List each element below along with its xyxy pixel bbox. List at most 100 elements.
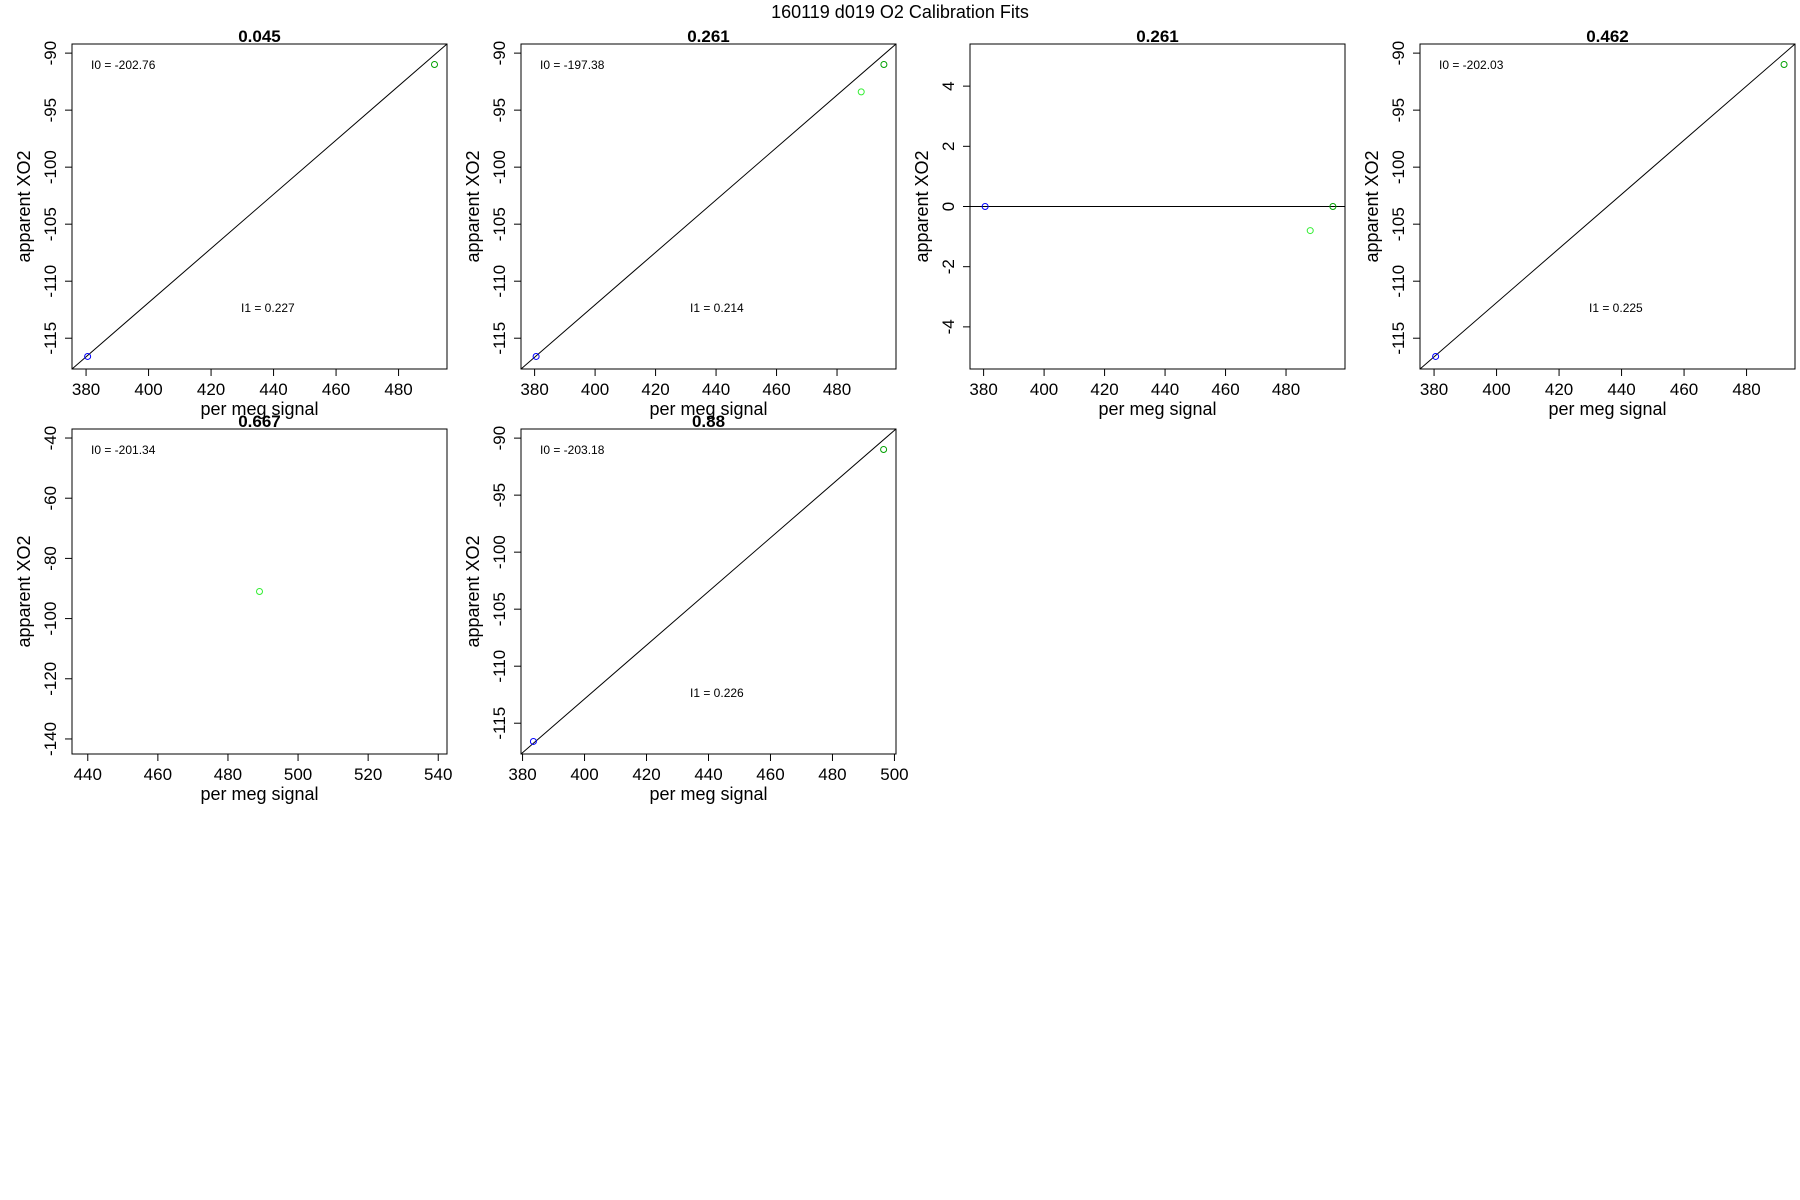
y-axis-title: apparent XO2	[463, 150, 483, 262]
panel-title: 0.261	[687, 27, 730, 46]
y-tick-label: -95	[41, 98, 60, 123]
y-tick-label: -40	[41, 426, 60, 451]
y-tick-label: -105	[41, 207, 60, 241]
panel-title: 0.261	[1136, 27, 1179, 46]
y-axis-title: apparent XO2	[14, 150, 34, 262]
panel-title: 0.045	[238, 27, 281, 46]
x-tick-label: 460	[1211, 380, 1239, 399]
figure-title: 160119 d019 O2 Calibration Fits	[771, 2, 1029, 22]
y-tick-label: -115	[1389, 322, 1408, 355]
x-tick-label: 440	[694, 765, 722, 784]
data-point	[256, 588, 263, 595]
y-tick-label: -110	[490, 265, 509, 298]
data-point	[857, 88, 865, 96]
data-point	[1329, 203, 1337, 210]
y-tick-label: -115	[41, 322, 60, 355]
x-tick-label: 480	[818, 765, 846, 784]
y-tick-label: -100	[490, 535, 509, 569]
fit-line	[1420, 44, 1795, 369]
x-axis-title: per meg signal	[200, 399, 318, 419]
plot-frame	[71, 428, 448, 755]
x-axis-title: per meg signal	[200, 784, 318, 804]
panel-5: 0.667 440 460 480 500 520 540 per meg signal -40…	[14, 412, 452, 804]
y-tick-label: -110	[41, 265, 60, 298]
data-point	[1306, 227, 1314, 235]
fit-line	[72, 44, 447, 369]
x-tick-label: 380	[969, 380, 997, 399]
fit-line	[521, 44, 896, 369]
y-tick-label: -105	[490, 592, 509, 626]
data-point	[431, 61, 438, 69]
x-tick-label: 460	[322, 380, 350, 399]
y-tick-label: 2	[939, 142, 958, 151]
y-tick-label: -110	[1389, 265, 1408, 298]
y-tick-label: -90	[1389, 41, 1408, 66]
y-axis-title: apparent XO2	[1362, 150, 1382, 262]
y-tick-label: -105	[490, 207, 509, 241]
panel-6: 0.88 380 400 420 440 460 480 500 per meg signal -…	[463, 412, 909, 804]
data-point	[1432, 352, 1440, 360]
x-tick-label: 440	[1607, 380, 1635, 399]
data-point	[529, 737, 537, 745]
panel-2: 0.261 380 400 420 440 460 480 per meg signal -90…	[463, 27, 897, 419]
y-tick-label: -95	[490, 483, 509, 508]
data-point	[84, 352, 92, 360]
x-tick-label: 480	[823, 380, 851, 399]
x-axis-title: per meg signal	[1548, 399, 1666, 419]
x-tick-label: 460	[1670, 380, 1698, 399]
x-tick-label: 400	[134, 380, 162, 399]
x-tick-label: 380	[1420, 380, 1448, 399]
data-point	[880, 61, 888, 69]
x-tick-label: 480	[1272, 380, 1300, 399]
plot-frame	[520, 43, 897, 370]
y-tick-label: -120	[41, 662, 60, 696]
x-tick-label: 380	[520, 380, 548, 399]
x-tick-label: 440	[702, 380, 730, 399]
slope-annotation: I1 = 0.227	[241, 301, 295, 315]
y-tick-label: -2	[939, 259, 958, 274]
y-tick-label: -100	[41, 602, 60, 636]
x-tick-label: 480	[384, 380, 412, 399]
y-axis-title: apparent XO2	[14, 535, 34, 647]
plot-frame	[71, 43, 448, 370]
intercept-annotation: I0 = -197.38	[540, 58, 605, 72]
y-tick-label: -100	[41, 150, 60, 184]
y-tick-label: -105	[1389, 207, 1408, 241]
fit-line	[521, 429, 896, 754]
panel-title: 0.667	[238, 412, 281, 431]
y-tick-label: -90	[490, 41, 509, 66]
x-axis-title: per meg signal	[649, 399, 767, 419]
data-point	[981, 203, 989, 210]
panel-title: 0.88	[692, 412, 725, 431]
y-tick-label: -95	[1389, 98, 1408, 123]
slope-annotation: I1 = 0.226	[690, 686, 744, 700]
plot-frame	[1419, 43, 1796, 370]
y-tick-label: -60	[41, 486, 60, 511]
x-tick-label: 420	[641, 380, 669, 399]
data-point	[1780, 61, 1788, 69]
x-tick-label: 420	[632, 765, 660, 784]
y-tick-label: 0	[939, 202, 958, 211]
intercept-annotation: I0 = -202.03	[1439, 58, 1504, 72]
panel-title: 0.462	[1586, 27, 1629, 46]
y-tick-label: -110	[490, 650, 509, 683]
y-axis-title: apparent XO2	[912, 150, 932, 262]
data-point	[532, 352, 540, 360]
data-point	[880, 446, 888, 454]
intercept-annotation: I0 = -201.34	[91, 443, 156, 457]
slope-annotation: I1 = 0.225	[1589, 301, 1643, 315]
x-tick-label: 460	[762, 380, 790, 399]
x-tick-label: 440	[1151, 380, 1179, 399]
x-tick-label: 400	[581, 380, 609, 399]
x-tick-label: 540	[424, 765, 452, 784]
x-tick-label: 440	[74, 765, 102, 784]
y-tick-label: -4	[939, 319, 958, 334]
x-tick-label: 440	[259, 380, 287, 399]
x-tick-label: 420	[1090, 380, 1118, 399]
intercept-annotation: I0 = -202.76	[91, 58, 156, 72]
y-tick-label: -115	[490, 322, 509, 355]
x-tick-label: 420	[197, 380, 225, 399]
x-tick-label: 480	[214, 765, 242, 784]
